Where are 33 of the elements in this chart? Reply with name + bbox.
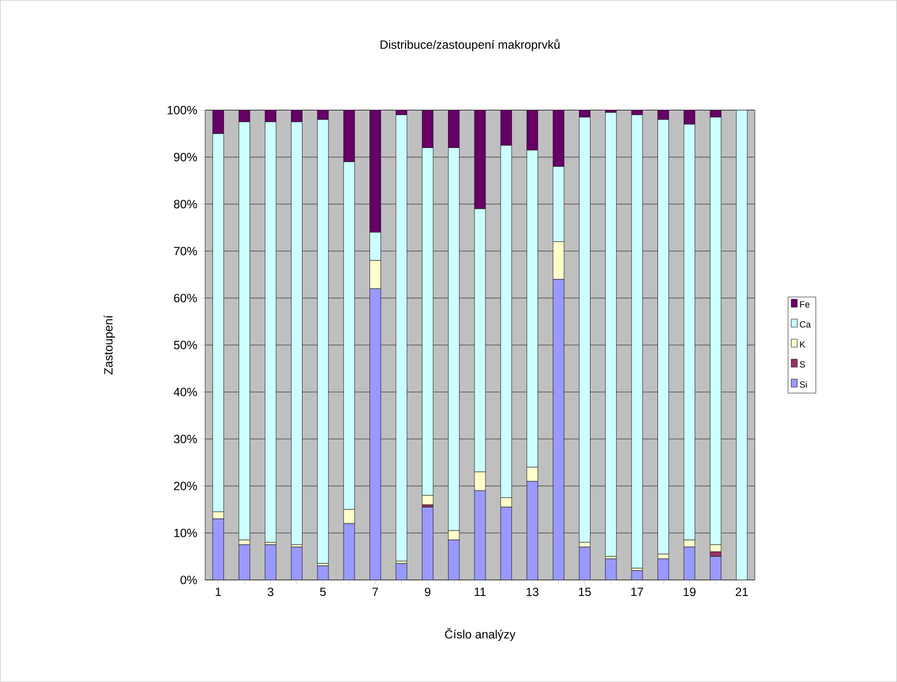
bar [396, 114, 408, 562]
y-tick-label: 70% [174, 246, 197, 256]
y-axis-title: Zastoupení [104, 315, 115, 375]
x-tick-label: 7 [372, 588, 378, 596]
x-tick-label: 9 [424, 588, 430, 596]
legend-label: Ca [800, 321, 811, 328]
x-tick-label: 19 [684, 588, 696, 596]
chart-title: Distribuce/zastoupení makroprvků [380, 39, 560, 52]
y-tick-label: 10% [174, 528, 197, 538]
x-tick-label: 3 [268, 588, 274, 596]
legend-label: Fe [800, 301, 810, 308]
y-tick-label: 40% [174, 388, 197, 396]
y-tick-label: 0% [180, 576, 197, 584]
legend-label: S [800, 361, 805, 368]
y-tick-label: 90% [174, 152, 197, 162]
y-tick-label: 60% [174, 294, 197, 302]
bar [631, 114, 643, 568]
x-axis-title: Číslo analýzy [445, 628, 516, 641]
y-tick-label: 80% [174, 200, 197, 208]
x-tick-label: 17 [631, 588, 644, 596]
legend-label: K [800, 341, 806, 348]
x-tick-label: 21 [736, 588, 748, 596]
y-tick-label: 100% [168, 106, 197, 114]
x-tick-label: 11 [474, 588, 486, 596]
x-tick-label: 1 [216, 588, 221, 596]
legend-label: Si [800, 381, 807, 388]
bar [605, 112, 617, 557]
y-tick-label: 30% [174, 434, 197, 444]
x-tick-label: 13 [526, 588, 538, 596]
y-tick-label: 50% [174, 340, 197, 350]
y-tick-label: 20% [174, 482, 197, 490]
x-tick-label: 15 [578, 588, 591, 596]
x-tick-label: 5 [320, 588, 326, 596]
